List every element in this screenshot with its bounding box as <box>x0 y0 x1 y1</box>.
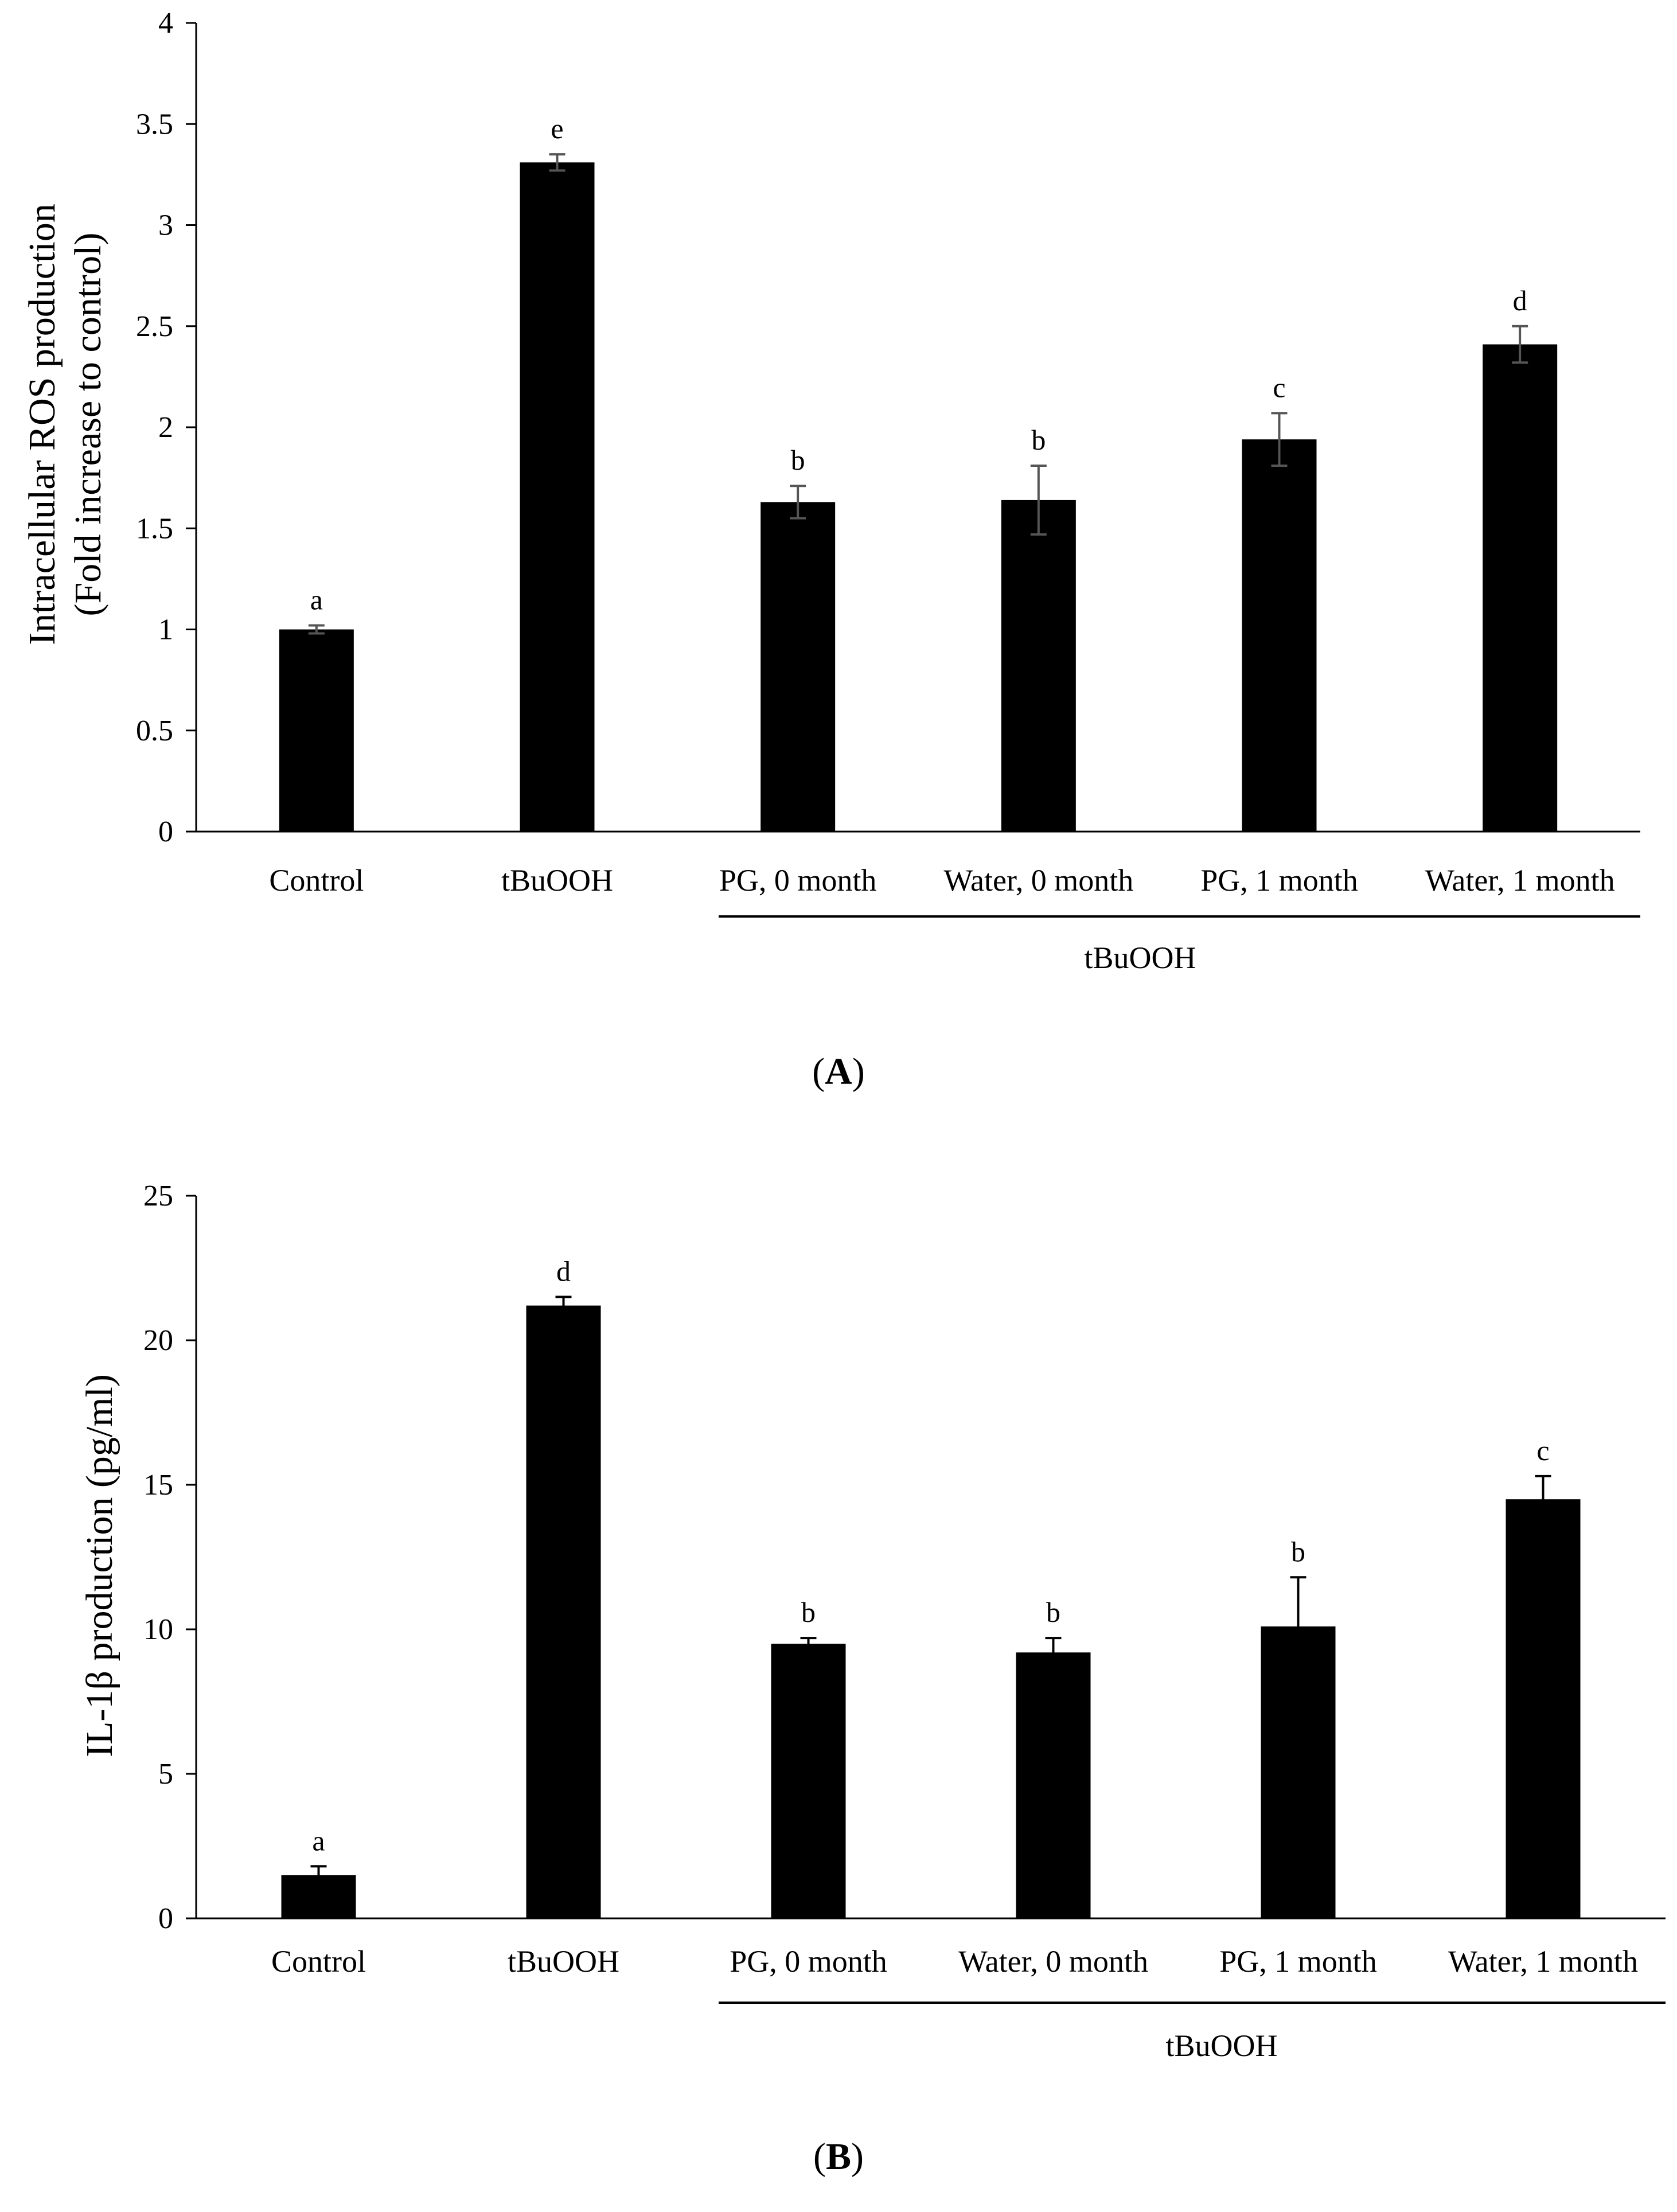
bar-water-0-month <box>1001 500 1076 832</box>
chart-panel-a: 0 0.5 1 1.5 2 2.5 3 3.5 4 a Control e tBuOOH b PG, 0 m… <box>21 7 1640 1093</box>
group-label: tBuOOH <box>1165 2028 1277 2063</box>
x-tick-label: PG, 0 month <box>730 1944 887 1979</box>
x-tick-label: Water, 0 month <box>943 863 1133 898</box>
significance-letter: d <box>1513 284 1527 317</box>
significance-letter: d <box>556 1255 571 1287</box>
y-tick-label: 25 <box>143 1180 173 1212</box>
bar-water-1-month <box>1506 1499 1581 1918</box>
bar-pg-0-month <box>760 502 836 832</box>
chart-panel-b: 0 5 10 15 20 25 a Control d tBuOOH b PG, 0 month b Wa… <box>79 1180 1666 2178</box>
bar-water-0-month <box>1016 1652 1091 1918</box>
significance-letter: b <box>791 444 805 476</box>
significance-letter: e <box>551 112 563 145</box>
y-tick-label: 15 <box>143 1469 173 1501</box>
significance-letter: b <box>1291 1535 1305 1567</box>
x-tick-label: Water, 0 month <box>958 1944 1148 1979</box>
bar-control <box>279 629 354 832</box>
panel-label: (B) <box>813 2136 864 2178</box>
y-tick-label: 0.5 <box>136 715 173 747</box>
y-tick-label: 1 <box>158 614 173 646</box>
x-tick-label: Control <box>271 1944 366 1979</box>
y-axis-label: Intracellular ROS production <box>21 204 63 645</box>
bar-tbuooh <box>520 162 595 832</box>
x-tick-label: Water, 1 month <box>1448 1944 1638 1979</box>
y-tick-label: 3 <box>158 209 173 242</box>
significance-letter: a <box>310 583 323 615</box>
x-tick-label: Water, 1 month <box>1425 863 1615 898</box>
y-axis-label: IL-1β production (pg/ml) <box>79 1374 120 1757</box>
y-tick-label: 1.5 <box>136 512 173 545</box>
x-tick-label: tBuOOH <box>501 863 613 898</box>
bar-tbuooh <box>526 1305 601 1918</box>
panel-label: (A) <box>812 1051 865 1093</box>
x-tick-label: PG, 0 month <box>719 863 877 898</box>
x-tick-label: PG, 1 month <box>1200 863 1358 898</box>
x-tick-label: PG, 1 month <box>1219 1944 1377 1979</box>
y-axis-label: (Fold increase to control) <box>67 233 109 617</box>
y-tick-label: 20 <box>143 1324 173 1357</box>
y-tick-label: 5 <box>158 1758 173 1790</box>
y-tick-label: 0 <box>158 816 173 848</box>
significance-letter: c <box>1273 371 1285 403</box>
x-tick-label: Control <box>269 863 364 898</box>
significance-letter: b <box>1046 1596 1060 1628</box>
significance-letter: b <box>801 1596 816 1628</box>
bar-water-1-month <box>1483 344 1558 832</box>
y-tick-label: 4 <box>158 7 173 40</box>
bar-pg-0-month <box>771 1644 846 1918</box>
significance-letter: b <box>1031 424 1046 456</box>
y-tick-label: 2.5 <box>136 310 173 343</box>
x-tick-label: tBuOOH <box>508 1944 619 1979</box>
y-tick-label: 2 <box>158 411 173 444</box>
significance-letter: c <box>1536 1434 1549 1466</box>
y-tick-label: 10 <box>143 1613 173 1646</box>
y-tick-label: 3.5 <box>136 108 173 141</box>
significance-letter: a <box>312 1824 325 1856</box>
group-label: tBuOOH <box>1084 941 1196 975</box>
y-tick-label: 0 <box>158 1902 173 1935</box>
bar-pg-1-month <box>1242 439 1317 832</box>
